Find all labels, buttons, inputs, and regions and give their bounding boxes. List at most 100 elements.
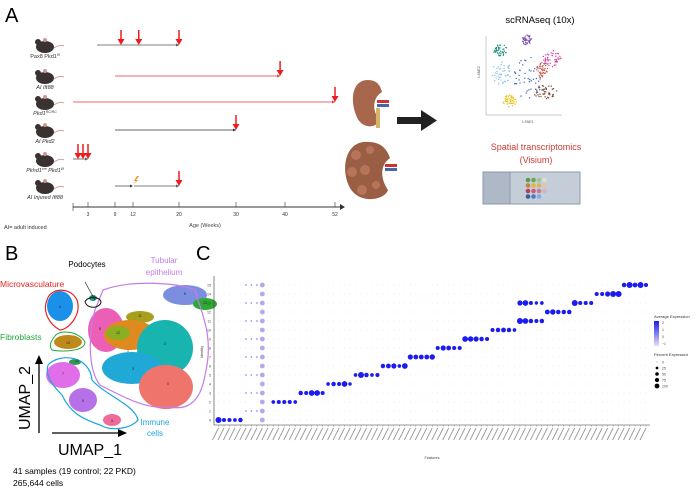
dot — [294, 392, 296, 394]
dot — [601, 401, 603, 403]
dot — [618, 410, 619, 412]
dot — [475, 329, 477, 331]
dot — [240, 347, 241, 349]
timeline-row: Pkd1RC/RC — [33, 87, 339, 117]
model-label: Pkhd1cre Pkd1f/f — [26, 167, 65, 174]
dot — [645, 419, 647, 421]
dot — [294, 293, 296, 295]
tsne-cell — [499, 54, 502, 57]
dot — [399, 302, 400, 304]
dot — [497, 410, 499, 412]
cluster-blob-9 — [103, 414, 121, 426]
dot — [453, 284, 455, 286]
dot — [382, 311, 384, 313]
dot — [629, 302, 630, 304]
dot — [574, 293, 576, 295]
dot — [399, 374, 400, 376]
tsne-cell — [509, 100, 512, 103]
dot — [294, 347, 296, 349]
tsne-cell — [533, 70, 535, 72]
dot-marker — [452, 345, 457, 351]
axis-tick-label: 52 — [332, 212, 338, 218]
dot — [541, 338, 543, 340]
dot — [311, 311, 313, 313]
dot — [612, 410, 614, 412]
dot — [541, 311, 543, 313]
dot — [503, 284, 504, 286]
dot — [349, 392, 351, 394]
dot-marker — [583, 300, 588, 306]
dot — [607, 392, 608, 394]
tsne-cell — [524, 77, 526, 79]
tsne-cell — [503, 48, 505, 50]
dot — [234, 320, 236, 322]
dot — [601, 419, 603, 421]
dot — [426, 419, 428, 421]
dot-ubiquitous — [259, 390, 265, 396]
dot — [459, 383, 461, 385]
dot — [453, 293, 455, 295]
dot — [442, 320, 444, 322]
dot — [596, 284, 598, 286]
dot — [640, 320, 641, 322]
dot — [546, 356, 548, 358]
dot — [333, 293, 334, 295]
dot — [255, 410, 258, 412]
dot — [601, 329, 603, 331]
dot — [481, 311, 482, 313]
dot — [316, 410, 318, 412]
dot — [234, 356, 236, 358]
dot — [399, 293, 400, 295]
dot — [448, 392, 450, 394]
dot — [404, 338, 406, 340]
dot — [530, 401, 532, 403]
dot — [442, 338, 444, 340]
dot — [618, 401, 619, 403]
dot — [344, 320, 345, 322]
dot — [344, 356, 345, 358]
dot — [525, 401, 526, 403]
dot — [546, 401, 548, 403]
dot — [486, 374, 488, 376]
dot — [267, 347, 269, 349]
dot — [470, 410, 471, 412]
dot — [426, 293, 428, 295]
dot — [525, 329, 526, 331]
dot — [355, 392, 356, 394]
timeline-row: AI Pkd2 — [34, 115, 240, 145]
tsne-cell — [494, 80, 496, 82]
dot — [344, 419, 345, 421]
tsne-cell — [525, 92, 527, 94]
dot — [218, 365, 219, 367]
cluster-tick-label: 15 — [207, 283, 211, 287]
dot — [486, 365, 488, 367]
dot — [492, 293, 493, 295]
dot-ubiquitous — [259, 399, 265, 405]
dot — [377, 338, 378, 340]
tsne-cell — [493, 51, 495, 53]
dot — [563, 338, 565, 340]
cluster-tick-label: 12 — [207, 310, 211, 314]
dot — [442, 311, 444, 313]
tsne-cell — [498, 48, 500, 51]
tsne-cell — [496, 44, 499, 46]
dot — [481, 401, 482, 403]
tsne-cell — [544, 60, 546, 62]
tsne-cell — [537, 70, 539, 72]
tsne-cell — [509, 99, 511, 101]
dot — [344, 302, 345, 304]
dot — [530, 329, 532, 331]
dot — [431, 329, 433, 331]
dot — [327, 302, 329, 304]
cluster-tick-label: 6 — [209, 364, 211, 368]
tsne-cell — [543, 63, 546, 65]
dot — [541, 347, 543, 349]
cluster-blob-5 — [163, 285, 207, 305]
dot — [541, 356, 543, 358]
dot — [618, 347, 619, 349]
dot — [360, 419, 362, 421]
tsne-cell — [549, 62, 551, 65]
dot — [442, 293, 444, 295]
dot — [492, 410, 493, 412]
dot — [399, 419, 400, 421]
